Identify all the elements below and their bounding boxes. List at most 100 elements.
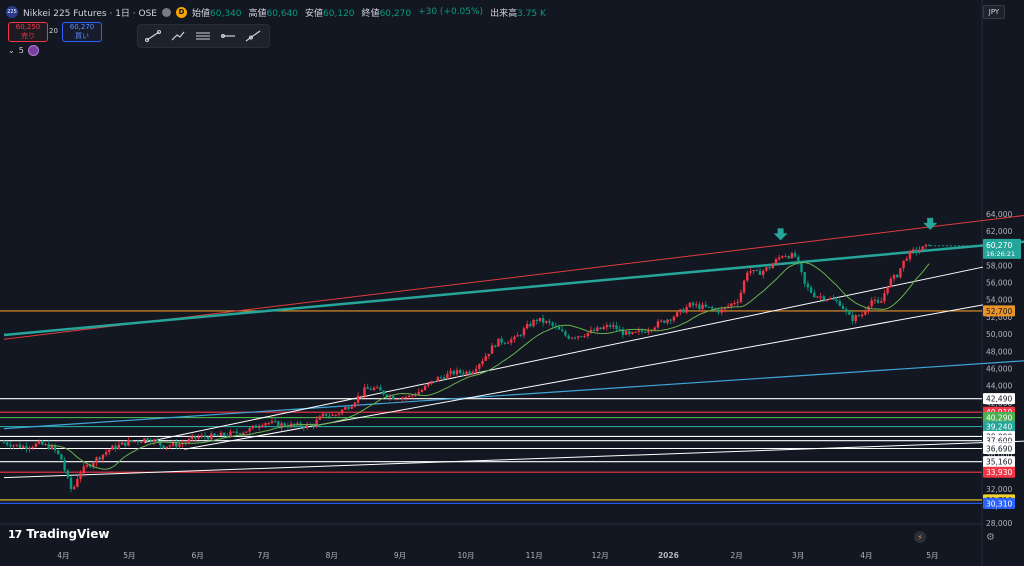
- candle-body: [162, 445, 165, 449]
- x-tick-label: 11月: [526, 551, 543, 560]
- level-price-label-bg: [983, 497, 1015, 509]
- candle-body: [395, 398, 398, 400]
- tradingview-wordmark: TradingView: [26, 527, 110, 541]
- candle-body: [124, 442, 127, 446]
- candle-body: [554, 325, 558, 327]
- candle-body: [701, 304, 704, 310]
- down-arrow-marker: [773, 228, 788, 241]
- candle-body: [423, 385, 427, 391]
- candle-body: [921, 246, 924, 250]
- path-tool-icon[interactable]: [168, 27, 188, 45]
- chevron-down-icon[interactable]: ⌄: [8, 46, 15, 55]
- close-label: 終値: [361, 8, 380, 19]
- candle-body: [899, 268, 902, 278]
- symbol-title[interactable]: Nikkei 225 Futures · 1日 · OSE: [23, 8, 157, 19]
- candle-body: [790, 253, 794, 259]
- candle-body: [404, 397, 408, 399]
- currency-selector[interactable]: JPY: [983, 5, 1005, 19]
- delayed-badge[interactable]: D: [176, 6, 187, 18]
- x-tick-label: 9月: [394, 551, 406, 560]
- x-tick-label: 12月: [592, 551, 609, 560]
- candle-body: [672, 316, 676, 321]
- candle-body: [484, 356, 487, 361]
- open-label: 始値: [192, 8, 211, 19]
- candle-body: [149, 440, 152, 442]
- candle-body: [433, 381, 436, 383]
- level-price-label-bg: [983, 305, 1015, 317]
- candle-body: [465, 371, 468, 375]
- last-price-label: 60,270: [986, 241, 1012, 250]
- sell-button[interactable]: 60,250 売り: [8, 22, 48, 42]
- candle-body: [53, 445, 57, 451]
- candle-body: [232, 431, 235, 433]
- indicator-settings-icon[interactable]: [27, 45, 39, 56]
- volume-value: 3.75 K: [517, 8, 546, 19]
- candle-body: [545, 321, 548, 323]
- candle-body: [305, 424, 309, 428]
- candle-body: [628, 331, 631, 334]
- candle-body: [647, 330, 650, 333]
- ray-tool-icon[interactable]: [218, 27, 238, 45]
- candle-body: [841, 305, 845, 310]
- candle-body: [548, 321, 551, 323]
- candle-body: [108, 449, 111, 453]
- candle-body: [487, 353, 491, 357]
- candle-body: [873, 299, 877, 301]
- x-tick-label: 5月: [123, 551, 135, 560]
- candle-body: [200, 435, 203, 437]
- candle-body: [886, 287, 889, 294]
- lightning-icon[interactable]: ⚡: [914, 531, 926, 543]
- tradingview-logo: 17 TradingView: [8, 527, 109, 541]
- trend-line-white_upper: [144, 266, 984, 443]
- candle-body: [356, 395, 360, 403]
- candle-body: [707, 306, 711, 308]
- candle-body: [832, 298, 835, 300]
- candle-body: [816, 296, 819, 298]
- candle-body: [908, 251, 912, 259]
- candle-body: [710, 306, 714, 309]
- extended-line-tool-icon[interactable]: [243, 27, 263, 45]
- y-tick-label: 50,000: [986, 330, 1012, 339]
- candle-body: [120, 442, 124, 445]
- moving-average-line: [48, 261, 930, 470]
- candle-body: [366, 387, 369, 389]
- candle-body: [414, 394, 417, 396]
- candle-body: [624, 331, 628, 335]
- candle-body: [270, 421, 274, 423]
- candle-body: [682, 309, 685, 313]
- candle-body: [583, 336, 586, 338]
- candle-body: [860, 314, 864, 317]
- y-tick-label: 44,000: [986, 382, 1012, 391]
- candle-body: [669, 319, 672, 321]
- trend-line-tool-icon[interactable]: [143, 27, 163, 45]
- sell-label: 売り: [21, 32, 35, 40]
- candle-body: [9, 444, 12, 447]
- candle-body: [254, 425, 258, 428]
- candle-body: [139, 441, 143, 443]
- bar-countdown-label: 16:26:21: [986, 250, 1015, 258]
- y-tick-label: 28,000: [986, 519, 1012, 528]
- candle-body: [376, 387, 379, 389]
- indicator-row[interactable]: ⌄ 5: [8, 45, 39, 56]
- candle-body: [717, 309, 720, 313]
- candle-body: [85, 464, 89, 467]
- candle-body: [573, 337, 577, 339]
- y-tick-label: 64,000: [986, 210, 1012, 219]
- gear-icon[interactable]: ⚙: [986, 532, 995, 543]
- y-tick-label: 52,000: [986, 313, 1012, 322]
- parallel-channel-tool-icon[interactable]: [193, 27, 213, 45]
- candle-body: [79, 473, 82, 480]
- x-tick-label: 4月: [57, 551, 69, 560]
- buy-button[interactable]: 60,270 買い: [62, 22, 102, 42]
- candle-body: [889, 278, 893, 288]
- candle-body: [302, 426, 306, 428]
- candle-body: [905, 258, 908, 261]
- candle-body: [178, 444, 181, 447]
- y-tick-label: 46,000: [986, 364, 1012, 373]
- candle-body: [111, 445, 114, 450]
- candle-body: [784, 256, 787, 258]
- candle-body: [171, 442, 175, 446]
- candle-body: [25, 446, 28, 449]
- candle-body: [401, 397, 404, 400]
